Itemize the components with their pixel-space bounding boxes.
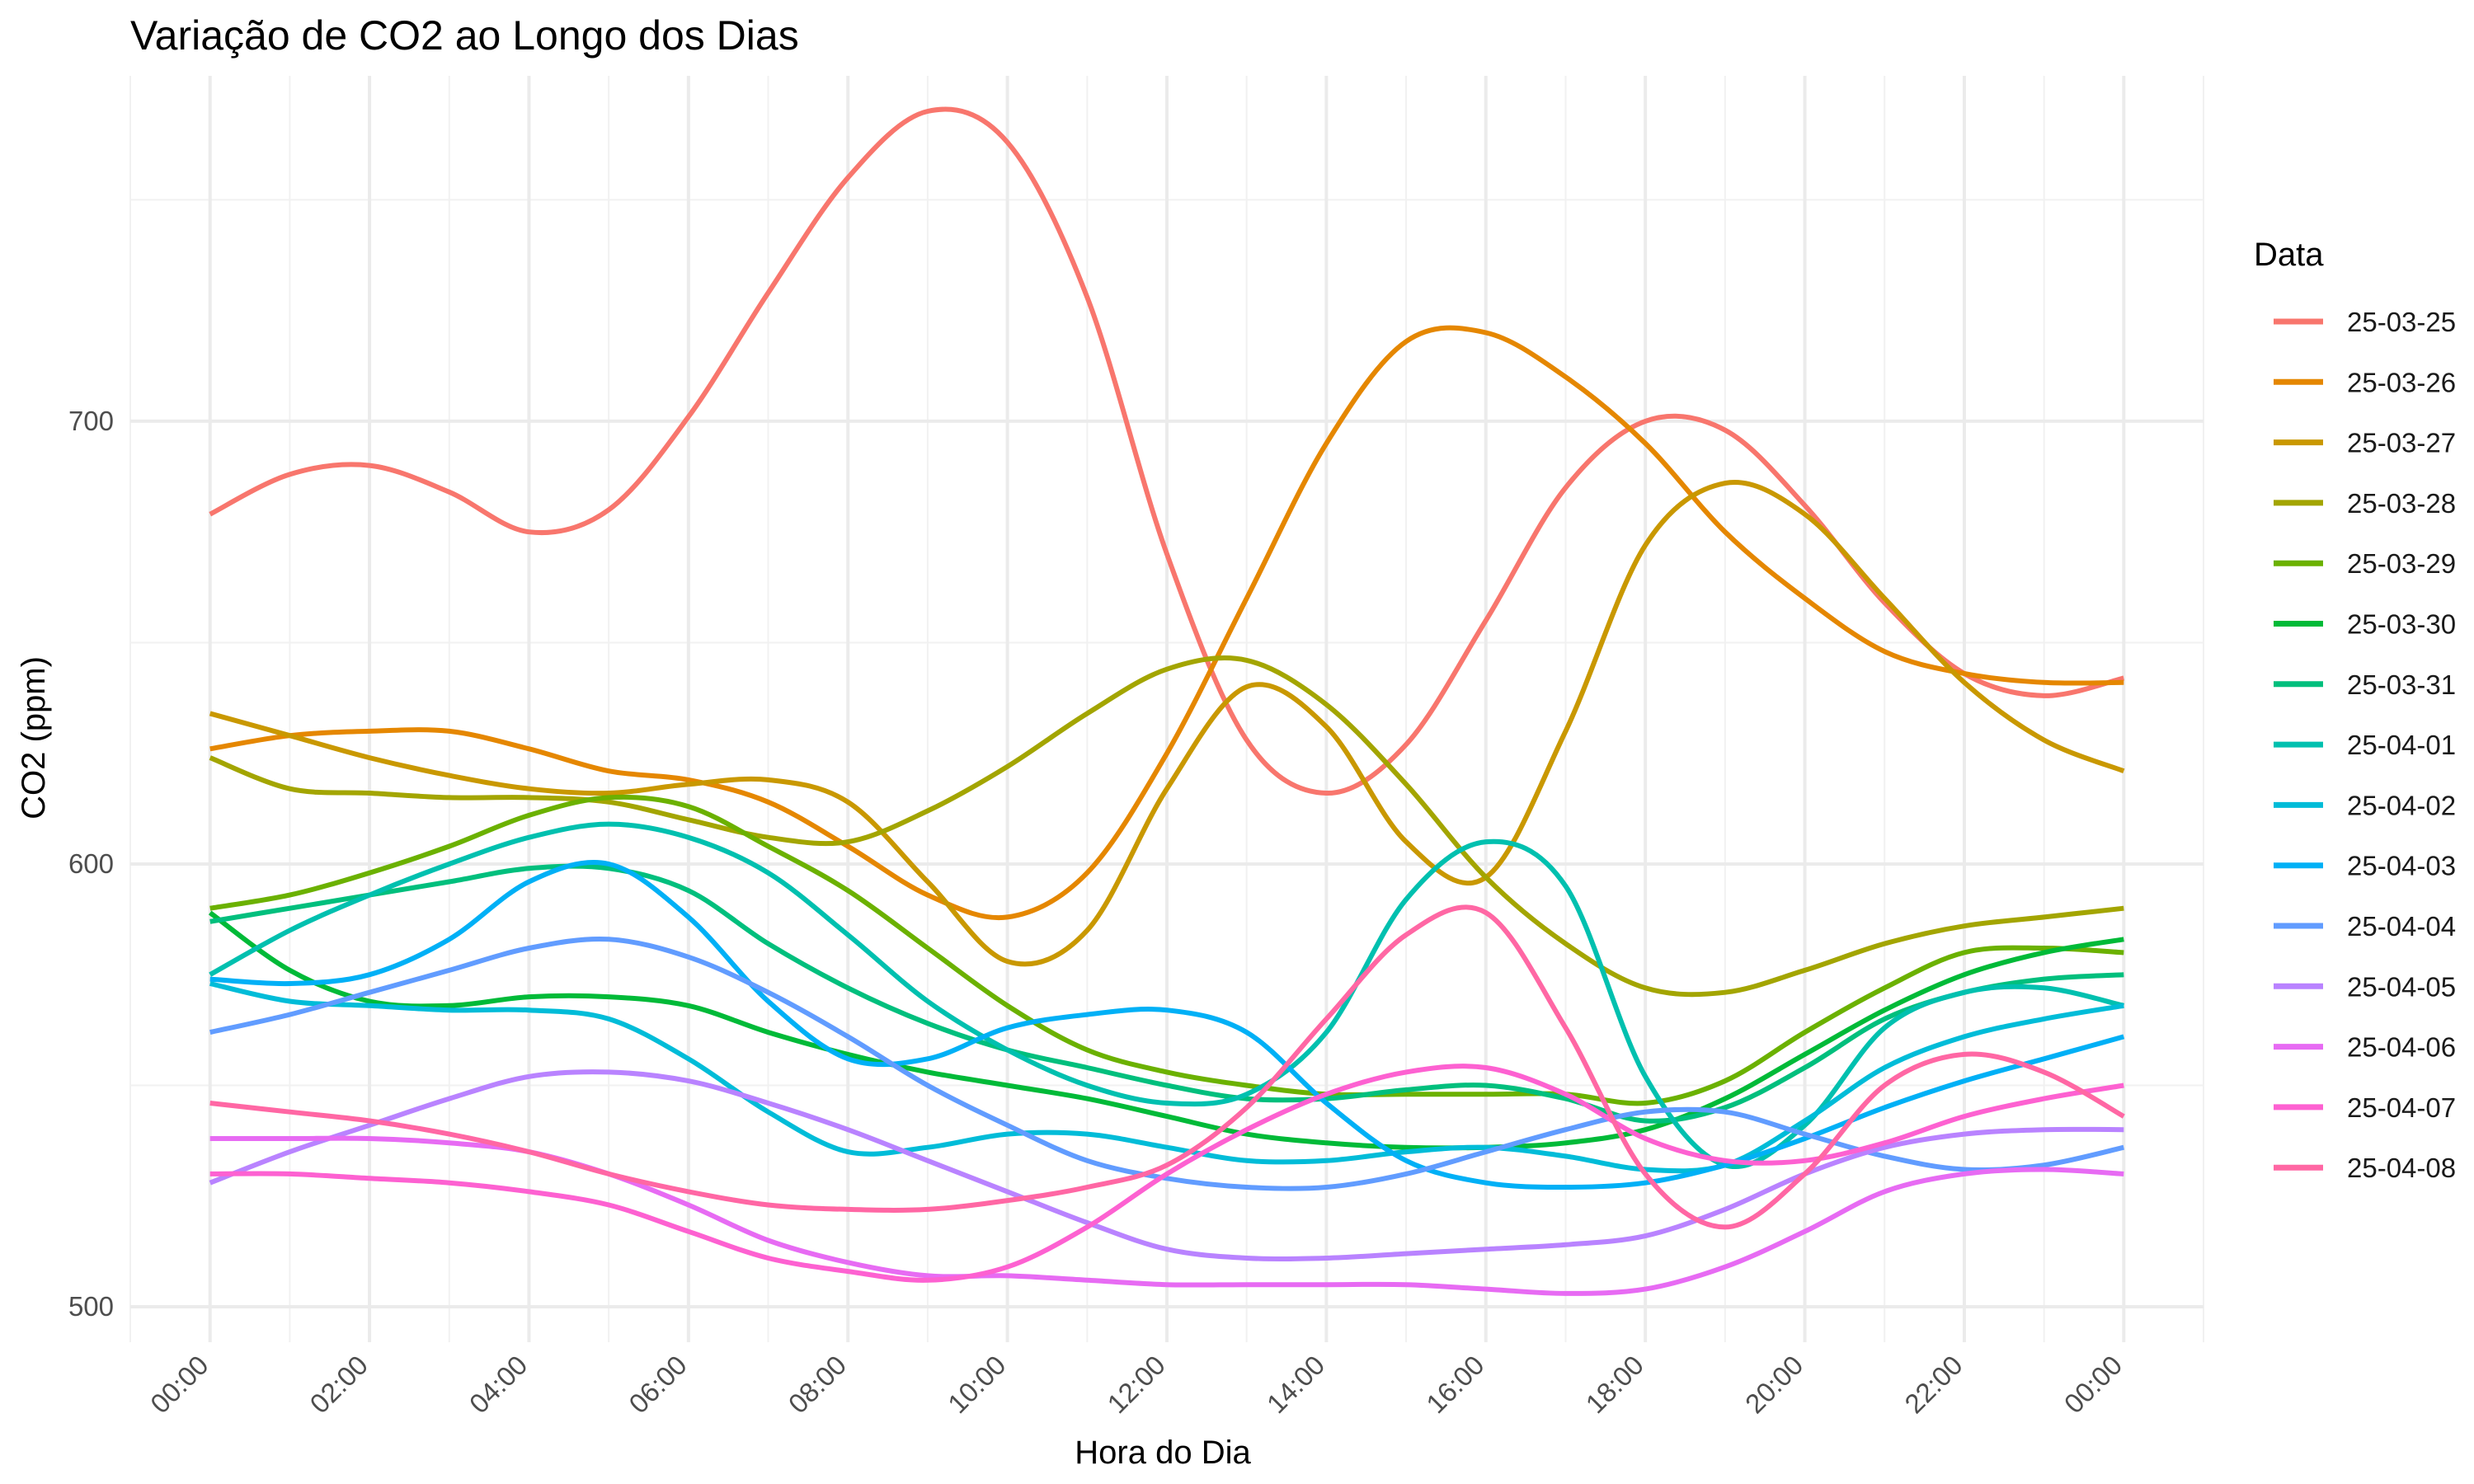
x-tick-label: 00:00 <box>144 1350 214 1420</box>
legend-label: 25-03-27 <box>2347 428 2456 458</box>
legend-label: 25-03-25 <box>2347 307 2456 337</box>
series-lines <box>208 106 2125 1296</box>
legend-label: 25-04-04 <box>2347 911 2456 942</box>
x-axis-ticks: 00:00 02:00 04:00 06:00 08:00 10:00 12:00 14:00… <box>144 1350 2128 1420</box>
series-line-25-03-25 <box>209 106 2125 796</box>
x-tick-label: 00:00 <box>2058 1350 2128 1420</box>
legend-title: Data <box>2254 237 2324 273</box>
legend-label: 25-04-01 <box>2347 730 2456 760</box>
x-tick-label: 02:00 <box>303 1350 374 1420</box>
series-line-25-03-30 <box>208 910 2124 1151</box>
x-tick-label: 16:00 <box>1420 1350 1490 1420</box>
series-line-25-03-31 <box>209 863 2124 1124</box>
legend-label: 25-03-31 <box>2347 669 2456 700</box>
x-axis-title: Hora do Dia <box>1075 1435 1251 1471</box>
legend-label: 25-03-30 <box>2347 609 2456 640</box>
legend: Data 25-03-2525-03-2625-03-2725-03-2825-… <box>2254 237 2456 1183</box>
legend-label: 25-03-29 <box>2347 548 2456 579</box>
series-line-25-03-27 <box>209 480 2125 967</box>
x-tick-label: 08:00 <box>783 1350 853 1420</box>
legend-label: 25-04-05 <box>2347 971 2456 1002</box>
chart-title: Variação de CO2 ao Longo dos Dias <box>130 12 799 59</box>
legend-items: 25-03-25 25-03-26 25-03-27 25-03-28 25-03-29… <box>2274 307 2456 1183</box>
x-tick-label: 18:00 <box>1580 1350 1650 1420</box>
legend-label: 25-04-03 <box>2347 851 2456 881</box>
x-tick-label: 06:00 <box>623 1350 693 1420</box>
legend-label: 25-04-08 <box>2347 1153 2456 1183</box>
series-line-25-03-29 <box>209 794 2124 1106</box>
legend-label: 25-03-26 <box>2347 367 2456 397</box>
series-line-25-04-03 <box>209 860 2125 1190</box>
x-tick-label: 22:00 <box>1898 1350 1968 1420</box>
y-tick-label: 500 <box>68 1291 114 1322</box>
x-tick-label: 10:00 <box>942 1350 1012 1420</box>
x-tick-label: 04:00 <box>463 1350 534 1420</box>
legend-label: 25-04-07 <box>2347 1092 2456 1123</box>
y-axis-ticks: 500 600 700 <box>68 406 114 1322</box>
legend-label: 25-04-06 <box>2347 1032 2456 1063</box>
legend-label: 25-04-02 <box>2347 790 2456 820</box>
x-tick-label: 14:00 <box>1261 1350 1331 1420</box>
series-line-25-04-02 <box>209 981 2124 1174</box>
series-line-25-03-26 <box>209 325 2124 921</box>
x-tick-label: 20:00 <box>1739 1350 1809 1420</box>
series-line-25-03-28 <box>209 655 2124 998</box>
y-tick-label: 700 <box>68 406 114 436</box>
y-tick-label: 600 <box>68 848 114 879</box>
series-line-25-04-07 <box>209 1064 2124 1283</box>
major-gridlines <box>130 76 2204 1342</box>
y-axis-title: CO2 (ppm) <box>16 656 52 819</box>
series-line-25-04-08 <box>209 904 2125 1230</box>
x-tick-label: 12:00 <box>1101 1350 1171 1420</box>
legend-label: 25-03-28 <box>2347 488 2456 519</box>
